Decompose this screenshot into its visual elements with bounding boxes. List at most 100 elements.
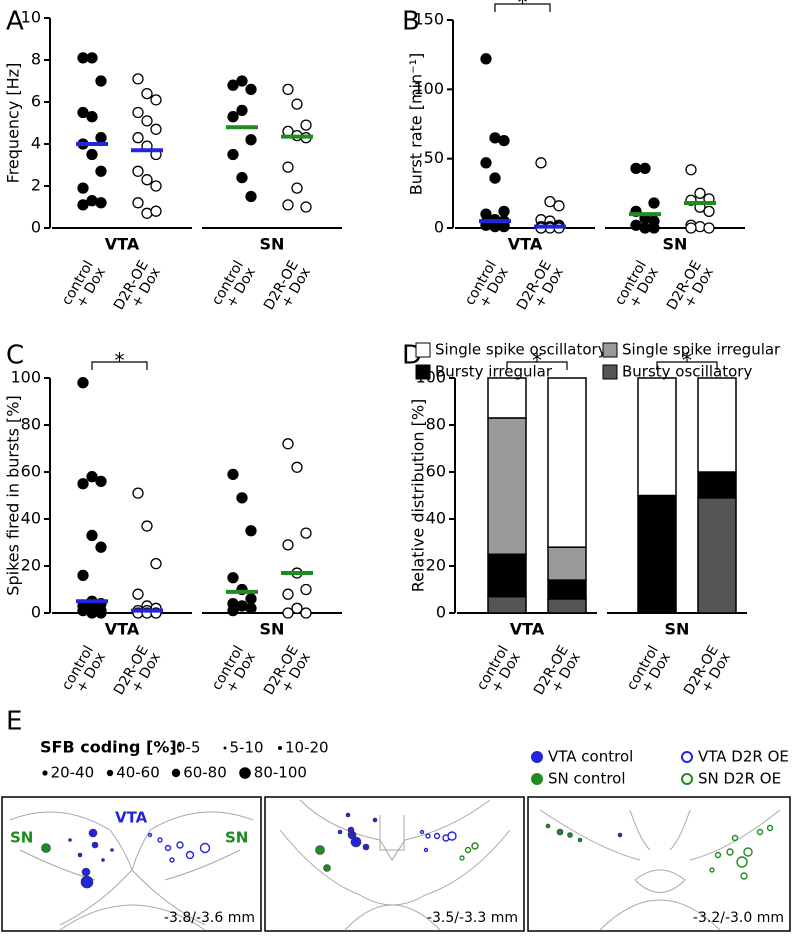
slice-dot (459, 855, 465, 861)
slice-dot (323, 864, 331, 872)
group-label: SN (665, 620, 690, 639)
significance-label: * (518, 0, 528, 15)
y-tick-label: 50 (424, 148, 444, 167)
data-point (291, 98, 303, 110)
data-point (141, 115, 153, 127)
data-point (77, 569, 89, 582)
data-point (300, 607, 312, 619)
section-coordinate: -3.5/-3.3 mm (427, 910, 518, 926)
significance-bracket (91, 361, 148, 370)
bar-segment (547, 579, 587, 600)
y-tick-label: 40 (21, 509, 41, 528)
slice-dot (81, 867, 91, 877)
brain-outline (9, 799, 781, 931)
data-point (227, 111, 239, 123)
data-point (236, 75, 248, 87)
slice-dot (740, 872, 748, 880)
y-tick-label: 20 (426, 556, 446, 575)
size-legend-label: 10-20 (285, 739, 329, 757)
y-tick-label: 80 (21, 415, 41, 434)
slice-dot (743, 847, 753, 857)
data-point (639, 162, 651, 175)
slice-dot (731, 834, 739, 842)
size-legend-dot (239, 767, 251, 779)
y-axis-label: Frequency [Hz] (4, 63, 23, 184)
data-point (703, 205, 715, 218)
size-legend-dot (223, 746, 227, 750)
slice-dot (169, 857, 175, 863)
data-point (141, 87, 153, 100)
slice-frame (264, 796, 525, 932)
slice-dot (157, 837, 163, 843)
bar-segment (697, 497, 737, 614)
data-point (95, 75, 107, 87)
group-legend-marker (531, 751, 543, 763)
group-legend-marker (531, 773, 543, 785)
y-tick-label: 100 (413, 79, 444, 98)
y-tick-label: 20 (21, 556, 41, 575)
slice-dot (41, 843, 51, 853)
bar-segment (487, 417, 527, 556)
legend-label: Single spike irregular (622, 341, 781, 359)
data-point (95, 197, 107, 209)
slice-dot (423, 847, 429, 853)
data-point (300, 201, 312, 213)
slice-dot (337, 829, 343, 835)
slice-dot (425, 833, 431, 839)
data-point (480, 53, 492, 65)
size-legend-label: 0-5 (176, 739, 201, 757)
significance-label: * (682, 349, 692, 373)
size-legend-dot (171, 747, 173, 749)
region-label: SN (10, 829, 33, 847)
group-label: VTA (105, 235, 140, 254)
data-point (86, 52, 98, 64)
slice-dot (185, 850, 195, 860)
data-point (291, 602, 303, 614)
legend-label: Bursty irregular (435, 363, 553, 381)
data-point (544, 196, 556, 208)
data-point (498, 205, 510, 218)
legend-swatch (415, 364, 431, 380)
data-point (300, 119, 312, 131)
data-point (498, 134, 510, 147)
data-point (132, 588, 144, 600)
size-legend-label: 60-80 (183, 764, 227, 782)
group-legend-marker (681, 751, 693, 763)
data-point (77, 478, 89, 490)
data-point (227, 572, 239, 584)
data-point (245, 525, 257, 537)
y-tick-label: 40 (426, 509, 446, 528)
y-tick-label: 100 (10, 368, 41, 387)
y-tick-label: 0 (31, 218, 41, 237)
data-point (291, 182, 303, 194)
data-point (77, 182, 89, 194)
data-point (132, 106, 144, 119)
legend-swatch (602, 364, 618, 380)
y-tick-label: 2 (31, 176, 41, 195)
legend-label: Bursty oscillatory (622, 363, 752, 381)
slice-dot (164, 844, 172, 852)
bar-segment (697, 471, 737, 499)
data-point (95, 541, 107, 553)
significance-bracket (494, 3, 551, 12)
slice-dot (709, 867, 715, 873)
data-point (77, 199, 89, 211)
slice-dot (577, 837, 583, 843)
group-label: SN (260, 235, 285, 254)
section-coordinate: -3.8/-3.6 mm (164, 910, 255, 926)
slice-dot (88, 828, 98, 838)
data-point (282, 161, 294, 173)
slice-dot (77, 852, 83, 858)
slice-dot (372, 817, 378, 823)
data-point (150, 123, 162, 135)
data-point (245, 83, 257, 96)
data-point (150, 94, 162, 106)
y-tick-label: 4 (31, 134, 41, 153)
data-point (489, 172, 501, 184)
data-point (86, 148, 98, 161)
slice-dot (545, 823, 551, 829)
data-point (245, 134, 257, 146)
data-point (141, 174, 153, 186)
group-label: VTA (105, 620, 140, 639)
data-point (86, 111, 98, 123)
